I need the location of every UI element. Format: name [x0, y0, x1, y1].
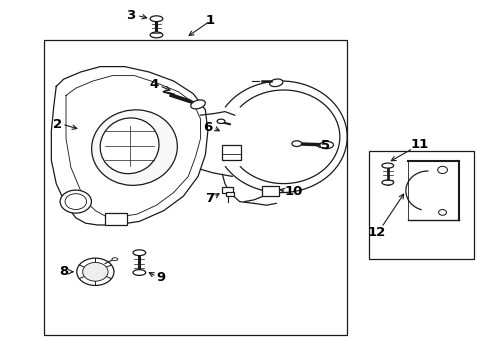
Text: 12: 12	[366, 226, 385, 239]
Bar	[44, 40, 346, 335]
Ellipse shape	[381, 163, 393, 168]
Text: 2: 2	[53, 118, 62, 131]
Text: 5: 5	[320, 139, 329, 152]
Bar	[105, 213, 127, 225]
Ellipse shape	[112, 258, 118, 261]
Ellipse shape	[133, 270, 145, 275]
Text: 6: 6	[203, 121, 212, 134]
Text: 1: 1	[205, 14, 214, 27]
Text: 3: 3	[126, 9, 135, 22]
Ellipse shape	[291, 141, 301, 147]
Ellipse shape	[381, 180, 393, 185]
Circle shape	[437, 166, 447, 174]
Ellipse shape	[91, 110, 177, 185]
Ellipse shape	[269, 79, 283, 87]
Bar	[368, 151, 473, 259]
Bar	[222, 145, 241, 160]
Ellipse shape	[133, 250, 145, 256]
Ellipse shape	[319, 141, 333, 149]
Bar	[225, 192, 233, 196]
Text: 11: 11	[409, 138, 428, 151]
Bar	[261, 186, 278, 196]
Ellipse shape	[150, 32, 163, 38]
Ellipse shape	[190, 100, 205, 109]
Circle shape	[438, 210, 446, 215]
Text: 8: 8	[59, 265, 68, 278]
Text: 9: 9	[157, 271, 165, 284]
Text: 4: 4	[149, 78, 158, 91]
Ellipse shape	[100, 118, 159, 174]
Bar	[222, 187, 233, 193]
Ellipse shape	[150, 16, 163, 22]
Circle shape	[82, 262, 108, 281]
Circle shape	[60, 190, 91, 213]
Circle shape	[77, 258, 114, 285]
Text: 10: 10	[284, 185, 302, 198]
Text: 7: 7	[204, 192, 213, 205]
Ellipse shape	[217, 119, 224, 123]
Circle shape	[65, 194, 86, 210]
